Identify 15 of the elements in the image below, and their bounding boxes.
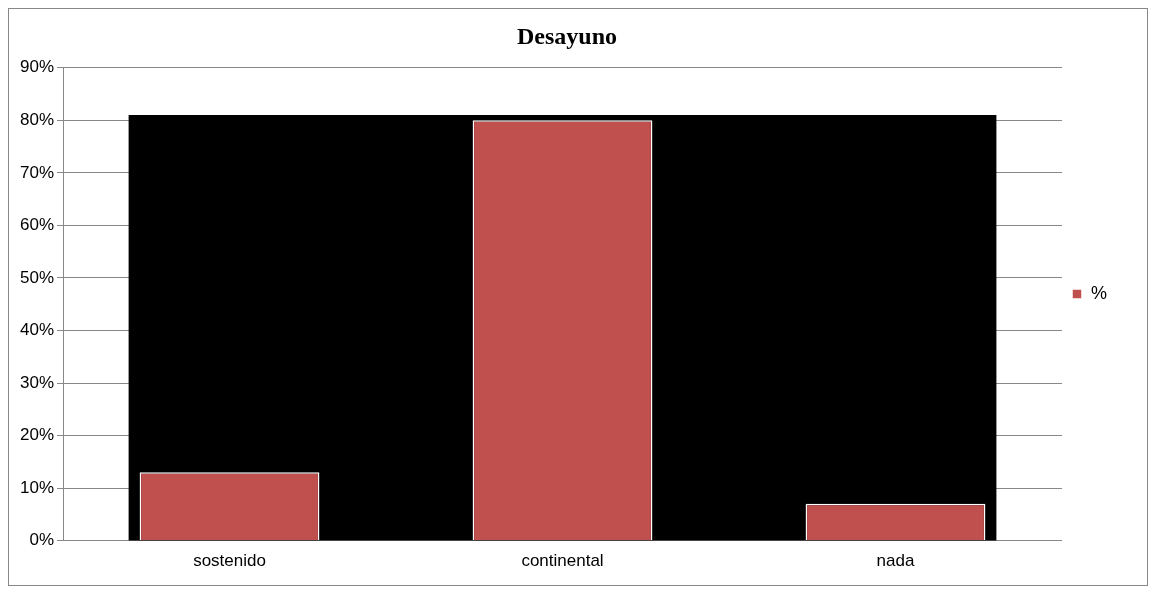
y-tick-label: 70% (19, 162, 55, 182)
y-tick-label: 10% (19, 477, 55, 497)
y-tick-label: 40% (19, 320, 55, 340)
legend-label: % (1091, 282, 1108, 303)
x-tick-label: continental (521, 551, 604, 571)
x-tick-label: nada (876, 551, 915, 571)
y-tick-label: 20% (19, 425, 55, 445)
y-tick-label: 90% (19, 57, 55, 77)
chart-title: Desayuno (516, 22, 618, 49)
x-tick-label: sostenido (193, 551, 266, 571)
y-tick-label: 80% (19, 110, 55, 130)
y-tick-label: 50% (19, 267, 55, 287)
y-tick-label: 60% (19, 215, 55, 235)
y-tick-label: 0% (29, 530, 55, 550)
y-tick-label: 30% (19, 372, 55, 392)
